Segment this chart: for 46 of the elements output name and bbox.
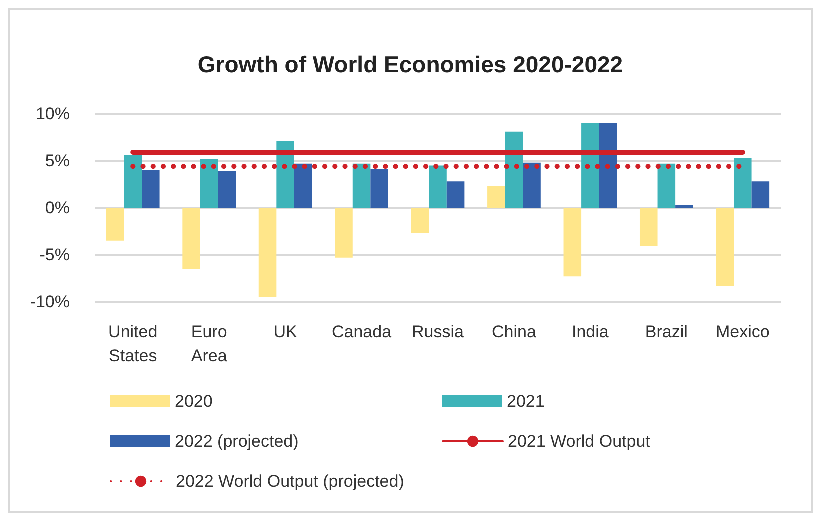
y-tick-label: 0% — [45, 198, 70, 218]
bar — [658, 164, 676, 208]
bar — [564, 208, 582, 277]
chart-title: Growth of World Economies 2020-2022 — [198, 52, 624, 78]
bar — [124, 155, 142, 208]
bar — [716, 208, 734, 286]
bar — [352, 164, 371, 208]
bar — [294, 164, 312, 208]
bar — [370, 169, 388, 208]
bar — [335, 208, 353, 258]
bar — [676, 205, 694, 208]
y-tick-label: -10% — [30, 292, 70, 312]
bar — [182, 208, 200, 270]
x-tick-label: United States — [108, 322, 158, 366]
x-tick-label: India — [572, 322, 610, 342]
x-tick-label: Brazil — [645, 322, 688, 342]
x-tick-label: Canada — [332, 322, 392, 342]
y-tick-label: 5% — [45, 152, 70, 170]
x-tick-label: UK — [274, 322, 298, 342]
bar — [142, 170, 160, 208]
bar — [200, 159, 218, 208]
legend-label: 2020 — [175, 392, 213, 411]
x-tick-label: China — [492, 322, 537, 342]
bar — [218, 171, 236, 208]
x-tick-label: Russia — [412, 322, 465, 342]
x-tick-label: Euro Area — [191, 322, 228, 366]
legend-label: 2021 World Output — [508, 432, 651, 451]
legend-label: 2022 (projected) — [175, 432, 299, 451]
y-tick-label: -5% — [40, 246, 70, 264]
bar — [599, 123, 618, 208]
bar — [734, 158, 752, 208]
bar — [582, 123, 600, 208]
y-tick-label: 10% — [36, 104, 70, 124]
bar — [258, 208, 277, 298]
bar — [640, 208, 658, 247]
bar — [488, 186, 506, 208]
x-tick-label: Mexico — [716, 322, 770, 342]
bar — [446, 182, 465, 208]
bar — [106, 208, 124, 241]
bar — [411, 208, 430, 234]
legend-label: 2021 — [507, 392, 545, 411]
bar — [429, 166, 447, 208]
legend-label: 2022 World Output (projected) — [176, 472, 404, 491]
bar — [276, 141, 294, 208]
bar — [523, 162, 541, 208]
bar — [752, 182, 770, 208]
